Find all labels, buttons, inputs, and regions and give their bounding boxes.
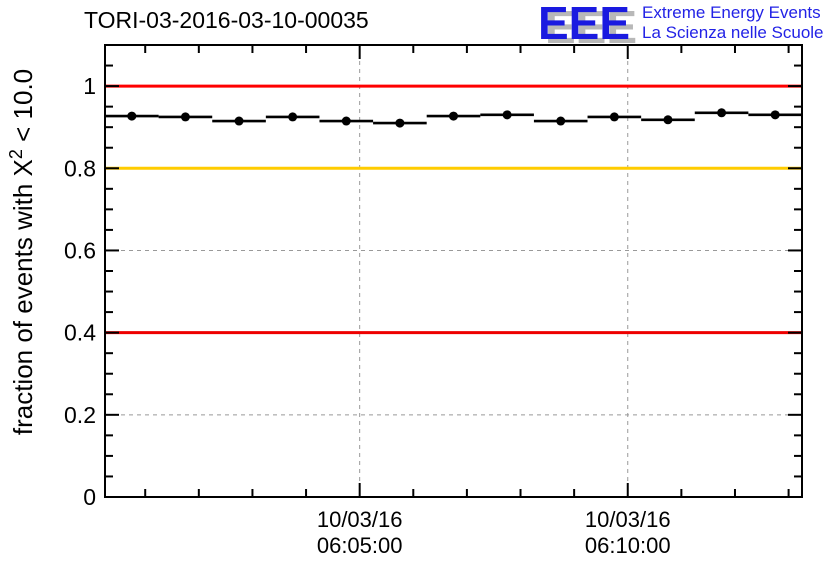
- data-point-marker: [341, 116, 351, 126]
- data-point-marker: [127, 111, 137, 121]
- eee-logo-tagline-en: Extreme Energy Events: [642, 3, 821, 22]
- y-tick-label: 0.6: [64, 237, 96, 263]
- x-tick-time-label: 06:10:00: [585, 533, 671, 558]
- data-point-marker: [234, 116, 244, 126]
- y-tick-labels: 0 0.2 0.4 0.6 0.8 1: [64, 73, 96, 510]
- axis-ticks: [105, 44, 802, 498]
- y-tick-label: 0.8: [64, 155, 96, 181]
- x-tick-date-label: 10/03/16: [585, 507, 671, 532]
- data-point-marker: [609, 112, 619, 122]
- y-axis-title: fraction of events with X2 < 10.0: [6, 69, 38, 435]
- eee-logo-acronym: EEE: [538, 0, 631, 49]
- data-point-marker: [449, 111, 458, 121]
- x-tick-date-label: 10/03/16: [317, 507, 403, 532]
- eee-logo: EEE Extreme Energy Events La Scienza nel…: [538, 0, 824, 49]
- y-tick-label: 0.4: [64, 320, 96, 346]
- data-point-marker: [556, 116, 566, 126]
- data-point-marker: [502, 110, 512, 120]
- x-tick-time-label: 06:05:00: [317, 533, 403, 558]
- data-series: [105, 108, 802, 128]
- data-point-marker: [717, 108, 727, 118]
- plot-title: TORI-03-2016-03-10-00035: [84, 7, 369, 33]
- eee-logo-tagline-it: La Scienza nelle Scuole: [642, 23, 824, 42]
- data-point-marker: [770, 110, 780, 120]
- data-point-marker: [180, 112, 190, 122]
- eee-logo-taglines: Extreme Energy Events La Scienza nelle S…: [642, 3, 823, 43]
- y-tick-label: 0.2: [64, 402, 96, 428]
- data-point-marker: [288, 112, 298, 122]
- y-tick-label: 0: [83, 484, 96, 510]
- reference-lines: [105, 84, 802, 335]
- data-point-marker: [663, 115, 673, 125]
- data-point-marker: [395, 118, 405, 128]
- y-tick-label: 1: [83, 73, 96, 99]
